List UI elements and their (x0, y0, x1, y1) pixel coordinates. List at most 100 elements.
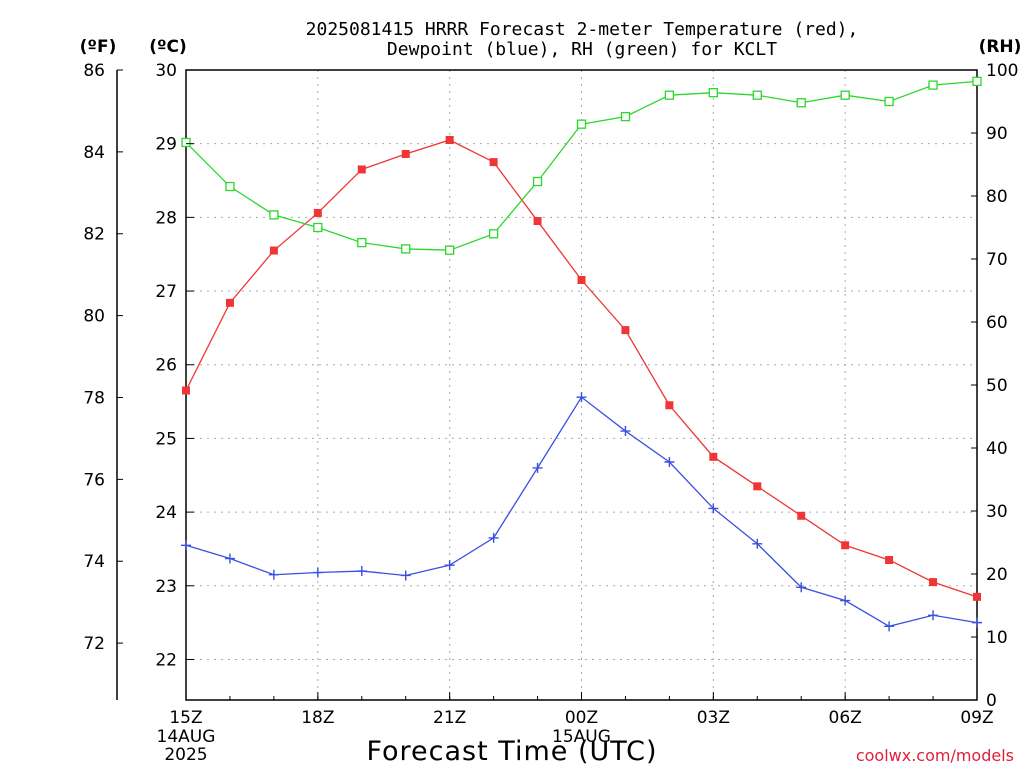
rh-unit-label: (RH) (979, 37, 1022, 57)
dewpoint-point-23Z (532, 462, 543, 473)
rh-tick-90: 90 (986, 124, 1008, 144)
dewpoint-point-09Z (972, 617, 982, 628)
temperature-point-20Z (401, 150, 410, 158)
temperature-point-23Z (533, 217, 542, 226)
rh-point-01Z (620, 111, 631, 122)
celsius-tick-27: 27 (155, 282, 177, 302)
rh-tick-80: 80 (986, 187, 1008, 207)
x-tick-sub-2025: 2025 (164, 745, 207, 765)
x-tick-sub-15AUG: 15AUG (552, 727, 611, 747)
rh-point-17Z (269, 210, 279, 220)
x-tick-sub-14AUG: 14AUG (157, 727, 216, 747)
temperature-point-18Z (313, 208, 322, 217)
dewpoint-point-00Z (576, 392, 587, 403)
x-tick-00Z: 00Z (565, 708, 598, 728)
rh-point-15Z (181, 137, 191, 148)
celsius-tick-26: 26 (155, 356, 177, 376)
rh-point-18Z (313, 222, 323, 233)
fahrenheit-tick-76: 76 (83, 470, 105, 490)
temperature-point-01Z (621, 326, 630, 335)
rh-point-19Z (357, 237, 367, 248)
fahrenheit-tick-78: 78 (83, 388, 105, 408)
temperature-point-22Z (489, 158, 498, 167)
dewpoint-point-06Z (840, 595, 851, 606)
temperature-point-05Z (797, 511, 806, 520)
fahrenheit-tick-80: 80 (83, 307, 105, 327)
temperature-point-00Z (577, 276, 586, 284)
fahrenheit-unit-label: (ºF) (80, 37, 117, 57)
rh-tick-100: 100 (986, 61, 1018, 81)
celsius-unit-label: (ºC) (149, 37, 187, 57)
rh-point-16Z (225, 181, 235, 192)
celsius-tick-24: 24 (155, 503, 177, 523)
rh-tick-60: 60 (986, 313, 1008, 333)
rh-tick-20: 20 (986, 565, 1008, 585)
rh-point-23Z (532, 176, 543, 187)
dewpoint-point-01Z (620, 426, 631, 437)
dewpoint-point-05Z (796, 582, 807, 593)
celsius-tick-22: 22 (155, 650, 177, 670)
temperature-point-19Z (357, 165, 366, 174)
dewpoint-point-22Z (488, 532, 499, 543)
temperature-point-09Z (973, 592, 981, 601)
rh-tick-0: 0 (986, 691, 997, 711)
rh-point-20Z (401, 244, 411, 254)
temperature-point-06Z (841, 541, 850, 550)
celsius-tick-28: 28 (155, 208, 177, 228)
rh-point-07Z (884, 96, 894, 107)
temperature-point-03Z (709, 452, 718, 461)
rh-point-04Z (752, 90, 762, 100)
x-tick-06Z: 06Z (829, 708, 862, 728)
rh-tick-50: 50 (986, 376, 1008, 396)
celsius-tick-25: 25 (155, 429, 177, 449)
temperature-point-21Z (445, 136, 454, 144)
x-tick-18Z: 18Z (301, 708, 334, 728)
rh-point-21Z (445, 245, 455, 255)
rh-point-02Z (664, 90, 675, 100)
dewpoint-point-18Z (312, 567, 323, 578)
dewpoint-point-21Z (444, 560, 455, 571)
temperature-point-08Z (929, 578, 938, 587)
x-tick-21Z: 21Z (433, 708, 466, 728)
grid-lines (186, 70, 977, 700)
temperature-point-02Z (665, 401, 674, 410)
dewpoint-point-20Z (400, 570, 411, 581)
celsius-tick-29: 29 (155, 135, 177, 155)
dewpoint-point-02Z (664, 457, 675, 467)
rh-tick-10: 10 (986, 628, 1008, 648)
rh-point-08Z (928, 80, 938, 90)
chart-title-line-1: 2025081415 HRRR Forecast 2-meter Tempera… (306, 19, 859, 40)
dewpoint-point-04Z (752, 538, 763, 549)
dewpoint-point-08Z (928, 610, 939, 621)
celsius-tick-23: 23 (155, 577, 177, 597)
x-tick-15Z: 15Z (169, 708, 202, 728)
dewpoint-point-19Z (356, 566, 367, 577)
credit-text[interactable]: coolwx.com/models (856, 746, 1014, 765)
temperature-point-17Z (269, 246, 278, 255)
rh-point-05Z (796, 98, 806, 108)
rh-point-06Z (840, 90, 850, 100)
dewpoint-point-16Z (224, 553, 235, 564)
fahrenheit-tick-72: 72 (83, 634, 105, 654)
dewpoint-point-15Z (181, 540, 191, 551)
chart-title-line-2: Dewpoint (blue), RH (green) for KCLT (387, 39, 777, 60)
x-tick-03Z: 03Z (697, 708, 730, 728)
rh-tick-30: 30 (986, 502, 1008, 522)
celsius-tick-30: 30 (155, 61, 177, 81)
fahrenheit-tick-74: 74 (83, 552, 105, 572)
temperature-point-04Z (753, 482, 762, 491)
x-axis-label: Forecast Time (UTC) (366, 736, 657, 767)
rh-point-09Z (972, 76, 982, 86)
rh-tick-40: 40 (986, 439, 1008, 459)
dewpoint-point-07Z (884, 621, 895, 632)
series-layer (181, 76, 982, 632)
temperature-point-07Z (885, 556, 894, 564)
dewpoint-point-17Z (268, 569, 279, 580)
fahrenheit-tick-84: 84 (83, 143, 105, 163)
rh-tick-70: 70 (986, 250, 1008, 270)
temperature-point-15Z (182, 386, 190, 395)
rh-point-03Z (708, 88, 718, 98)
dewpoint-point-03Z (708, 503, 719, 514)
